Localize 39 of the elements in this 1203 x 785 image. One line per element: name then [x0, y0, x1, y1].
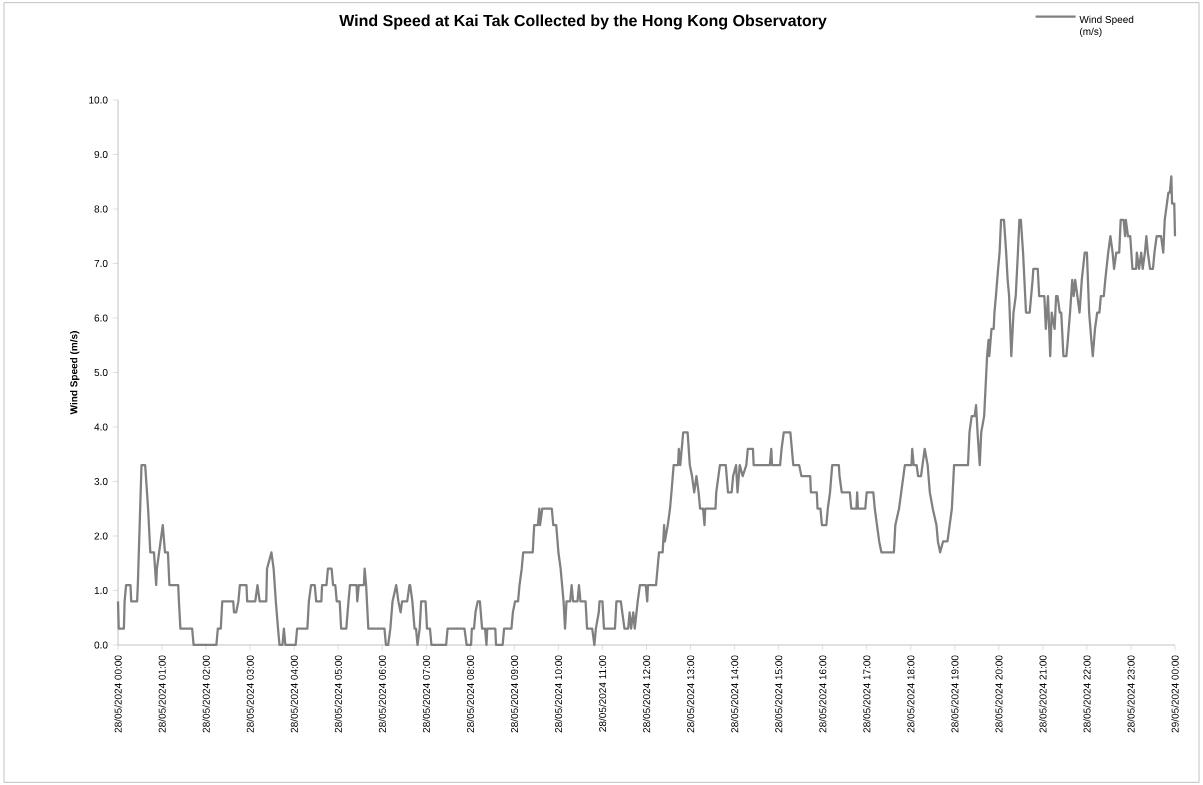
x-tick-label: 28/05/2024 17:00 — [863, 655, 871, 733]
x-tick-label: 28/05/2024 13:00 — [686, 655, 695, 733]
y-tick-label: 1.0 — [94, 586, 108, 595]
x-tick-label: 28/05/2024 14:00 — [730, 655, 739, 733]
x-tick-label: 28/05/2024 20:00 — [995, 655, 1003, 733]
y-tick-label: 3.0 — [94, 477, 108, 486]
y-tick-label: 6.0 — [94, 314, 108, 322]
x-tick-label: 28/05/2024 12:00 — [642, 655, 651, 733]
x-tick-label: 28/05/2024 01:00 — [158, 655, 166, 733]
x-tick-label: 28/05/2024 02:00 — [202, 655, 210, 733]
x-tick-label: 28/05/2024 11:00 — [598, 655, 607, 732]
y-tick-label: 8.0 — [94, 205, 108, 213]
x-tick-label: 28/05/2024 00:00 — [114, 655, 122, 733]
legend-label: Wind Speed (m/s) — [1079, 15, 1134, 37]
x-tick-label: 28/05/2024 04:00 — [290, 655, 298, 733]
x-tick-label: 28/05/2024 09:00 — [510, 655, 519, 733]
chart-title: Wind Speed at Kai Tak Collected by the Hong Kong Observatory — [339, 14, 827, 30]
x-tick-label: 28/05/2024 16:00 — [819, 655, 827, 733]
y-tick-label: 10.0 — [89, 96, 108, 104]
x-tick-label: 28/05/2024 08:00 — [466, 655, 475, 733]
x-tick-label: 28/05/2024 22:00 — [1083, 655, 1091, 733]
y-tick-label: 0.0 — [94, 641, 108, 649]
x-tick-label: 28/05/2024 05:00 — [334, 655, 342, 733]
y-tick-label: 7.0 — [94, 259, 108, 268]
x-tick-label: 28/05/2024 06:00 — [378, 655, 386, 733]
x-tick-label: 28/05/2024 23:00 — [1127, 655, 1135, 733]
y-tick-label: 4.0 — [94, 423, 108, 431]
x-tick-label: 29/05/2024 00:00 — [1171, 655, 1179, 733]
x-tick-label: 28/05/2024 21:00 — [1039, 655, 1047, 733]
x-tick-label: 28/05/2024 10:00 — [554, 655, 563, 733]
x-tick-label: 28/05/2024 15:00 — [774, 655, 783, 733]
y-tick-label: 2.0 — [94, 532, 108, 540]
x-tick-label: 28/05/2024 19:00 — [951, 655, 959, 733]
x-tick-label: 28/05/2024 18:00 — [907, 655, 915, 733]
x-tick-label: 28/05/2024 03:00 — [246, 655, 254, 733]
y-tick-label: 9.0 — [94, 150, 108, 159]
y-tick-label: 5.0 — [94, 368, 108, 377]
x-tick-label: 28/05/2024 07:00 — [422, 655, 430, 733]
y-axis-title: Wind Speed (m/s) — [70, 331, 80, 415]
